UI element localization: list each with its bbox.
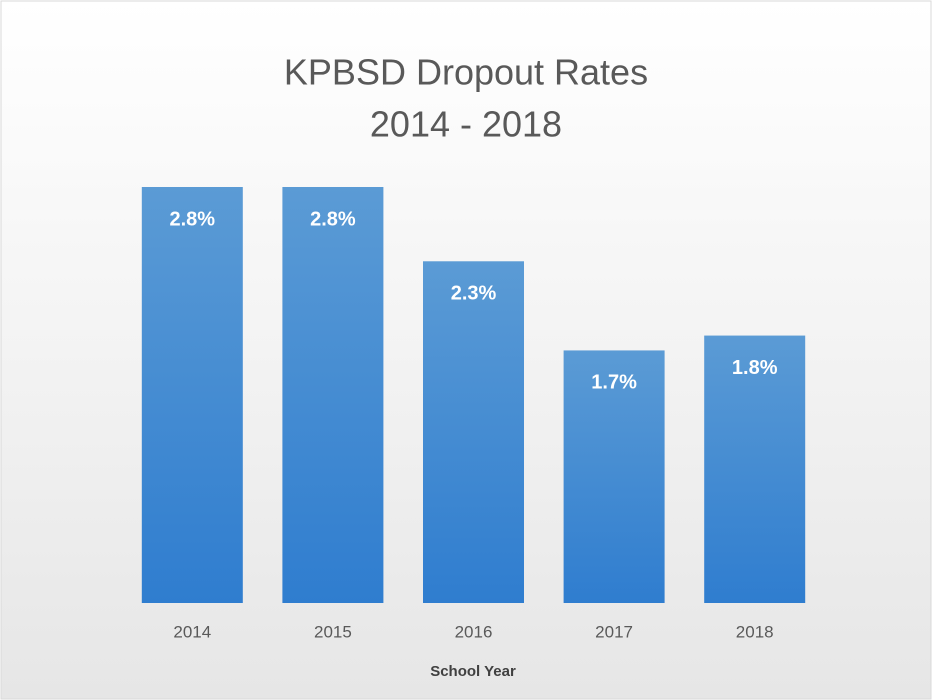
x-tick-label: 2014 (173, 622, 211, 641)
data-label: 2.3% (451, 283, 497, 305)
bar (704, 335, 806, 603)
data-label: 1.7% (591, 372, 637, 394)
bar (141, 187, 243, 603)
x-axis-label: School Year (430, 663, 516, 680)
x-tick-label: 2016 (455, 622, 493, 641)
data-label: 2.8% (170, 208, 216, 230)
x-tick-label: 2018 (736, 622, 774, 641)
data-label: 2.8% (310, 208, 356, 230)
chart-title: KPBSD Dropout Rates (284, 52, 648, 93)
chart-subtitle: 2014 - 2018 (370, 104, 562, 145)
bar (563, 350, 665, 603)
x-tick-label: 2015 (314, 622, 352, 641)
data-label: 1.8% (732, 357, 778, 379)
bar (423, 261, 524, 603)
x-tick-label: 2017 (595, 622, 633, 641)
bar (282, 187, 384, 603)
